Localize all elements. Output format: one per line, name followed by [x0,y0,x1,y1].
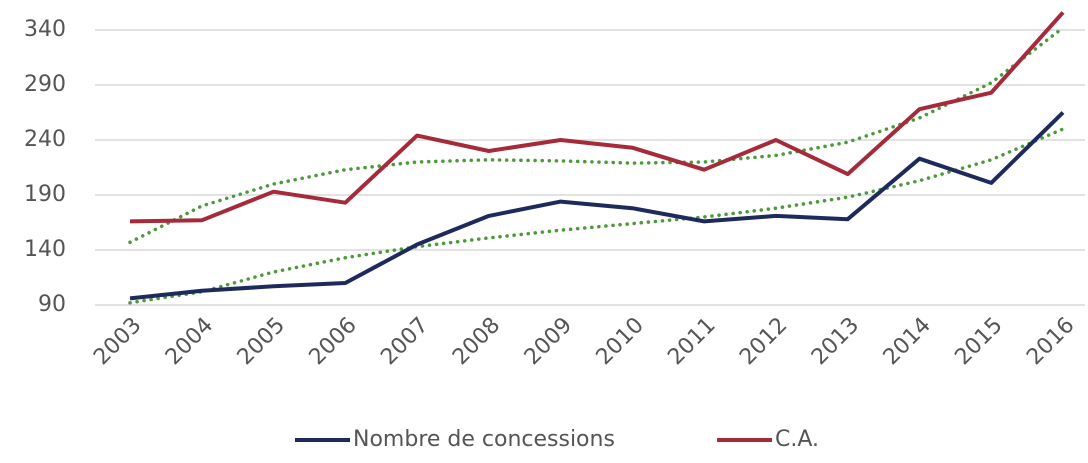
legend-label: Nombre de concessions [353,427,615,452]
x-tick-label: 2007 [376,313,433,370]
series-line [129,111,1065,301]
x-tick-label: 2008 [448,313,505,370]
y-tick-label: 340 [24,17,66,42]
legend-label: C.A. [775,427,819,452]
trendline [128,26,1065,245]
x-tick-label: 2011 [663,313,720,370]
x-tick-label: 2013 [807,313,864,370]
x-tick-label: 2005 [233,313,290,370]
x-tick-label: 2015 [950,313,1007,370]
x-tick-label: 2003 [89,313,146,370]
x-tick-label: 2004 [161,313,218,370]
y-tick-label: 190 [24,182,66,207]
y-tick-label: 290 [24,72,66,97]
y-tick-label: 240 [24,127,66,152]
x-tick-label: 2006 [305,313,362,370]
x-tick-label: 2010 [592,313,649,370]
trendline [128,127,1065,305]
x-tick-label: 2016 [1022,313,1079,370]
y-tick-label: 140 [24,237,66,262]
y-tick-label: 90 [38,292,66,317]
x-tick-label: 2012 [735,313,792,370]
series-line [129,11,1065,224]
x-tick-label: 2009 [520,313,577,370]
x-tick-label: 2014 [879,313,936,370]
